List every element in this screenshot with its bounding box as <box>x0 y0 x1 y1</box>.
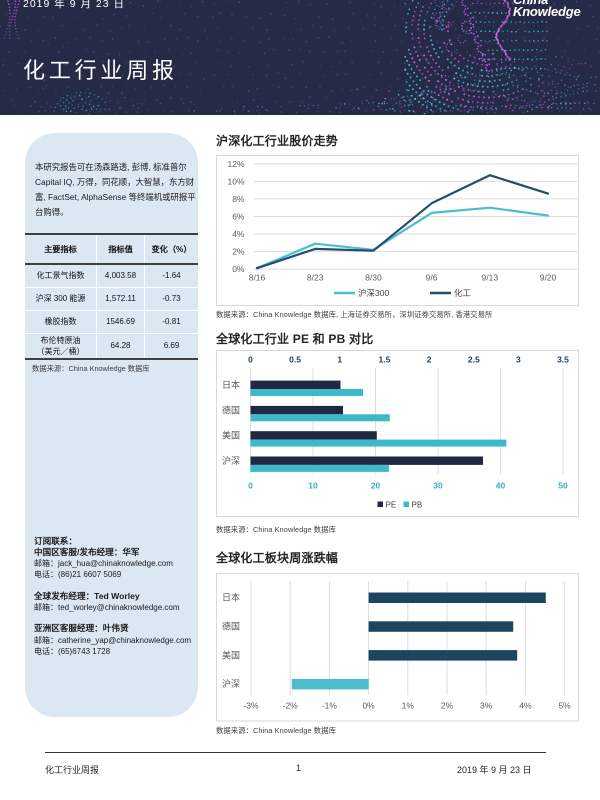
svg-text:20: 20 <box>371 481 381 491</box>
svg-text:-2%: -2% <box>283 701 299 711</box>
svg-text:12%: 12% <box>227 159 244 169</box>
svg-text:8/16: 8/16 <box>249 273 266 283</box>
svg-text:10: 10 <box>308 481 318 491</box>
svg-text:9/20: 9/20 <box>540 273 557 283</box>
svg-text:德国: 德国 <box>222 404 240 415</box>
svg-text:2.5: 2.5 <box>468 355 480 365</box>
svg-text:0%: 0% <box>362 701 375 711</box>
svg-text:50: 50 <box>558 481 568 491</box>
svg-text:1: 1 <box>337 355 342 365</box>
svg-text:9/6: 9/6 <box>426 273 438 283</box>
svg-text:沪深: 沪深 <box>222 678 240 689</box>
svg-text:6%: 6% <box>232 212 245 222</box>
svg-text:0%: 0% <box>232 264 245 274</box>
svg-text:8/30: 8/30 <box>365 273 382 283</box>
svg-text:4%: 4% <box>519 701 532 711</box>
svg-text:8%: 8% <box>232 194 245 204</box>
svg-text:-1%: -1% <box>322 701 338 711</box>
svg-text:1%: 1% <box>402 701 415 711</box>
svg-text:3.5: 3.5 <box>557 355 569 365</box>
svg-text:日本: 日本 <box>222 379 240 390</box>
svg-text:德国: 德国 <box>222 621 240 632</box>
svg-text:3: 3 <box>516 355 521 365</box>
svg-text:化工: 化工 <box>454 288 472 298</box>
svg-text:沪深: 沪深 <box>222 455 240 466</box>
svg-text:PE: PE <box>386 500 397 509</box>
svg-text:8/23: 8/23 <box>307 273 324 283</box>
svg-text:9/13: 9/13 <box>482 273 499 283</box>
svg-text:4%: 4% <box>232 229 245 239</box>
svg-text:-3%: -3% <box>243 701 259 711</box>
svg-text:30: 30 <box>433 481 443 491</box>
svg-text:0: 0 <box>248 481 253 491</box>
svg-text:美国: 美国 <box>222 649 240 660</box>
svg-text:5%: 5% <box>558 701 571 711</box>
svg-text:0.5: 0.5 <box>289 355 301 365</box>
svg-text:沪深300: 沪深300 <box>358 288 389 298</box>
svg-text:10%: 10% <box>227 176 244 186</box>
svg-text:日本: 日本 <box>222 592 240 603</box>
svg-text:1.5: 1.5 <box>378 355 390 365</box>
svg-text:0: 0 <box>248 355 253 365</box>
svg-text:2: 2 <box>427 355 432 365</box>
svg-text:2%: 2% <box>232 247 245 257</box>
svg-text:40: 40 <box>496 481 506 491</box>
svg-text:PB: PB <box>412 500 423 509</box>
svg-text:3%: 3% <box>480 701 493 711</box>
svg-text:美国: 美国 <box>222 430 240 441</box>
svg-text:2%: 2% <box>441 701 454 711</box>
